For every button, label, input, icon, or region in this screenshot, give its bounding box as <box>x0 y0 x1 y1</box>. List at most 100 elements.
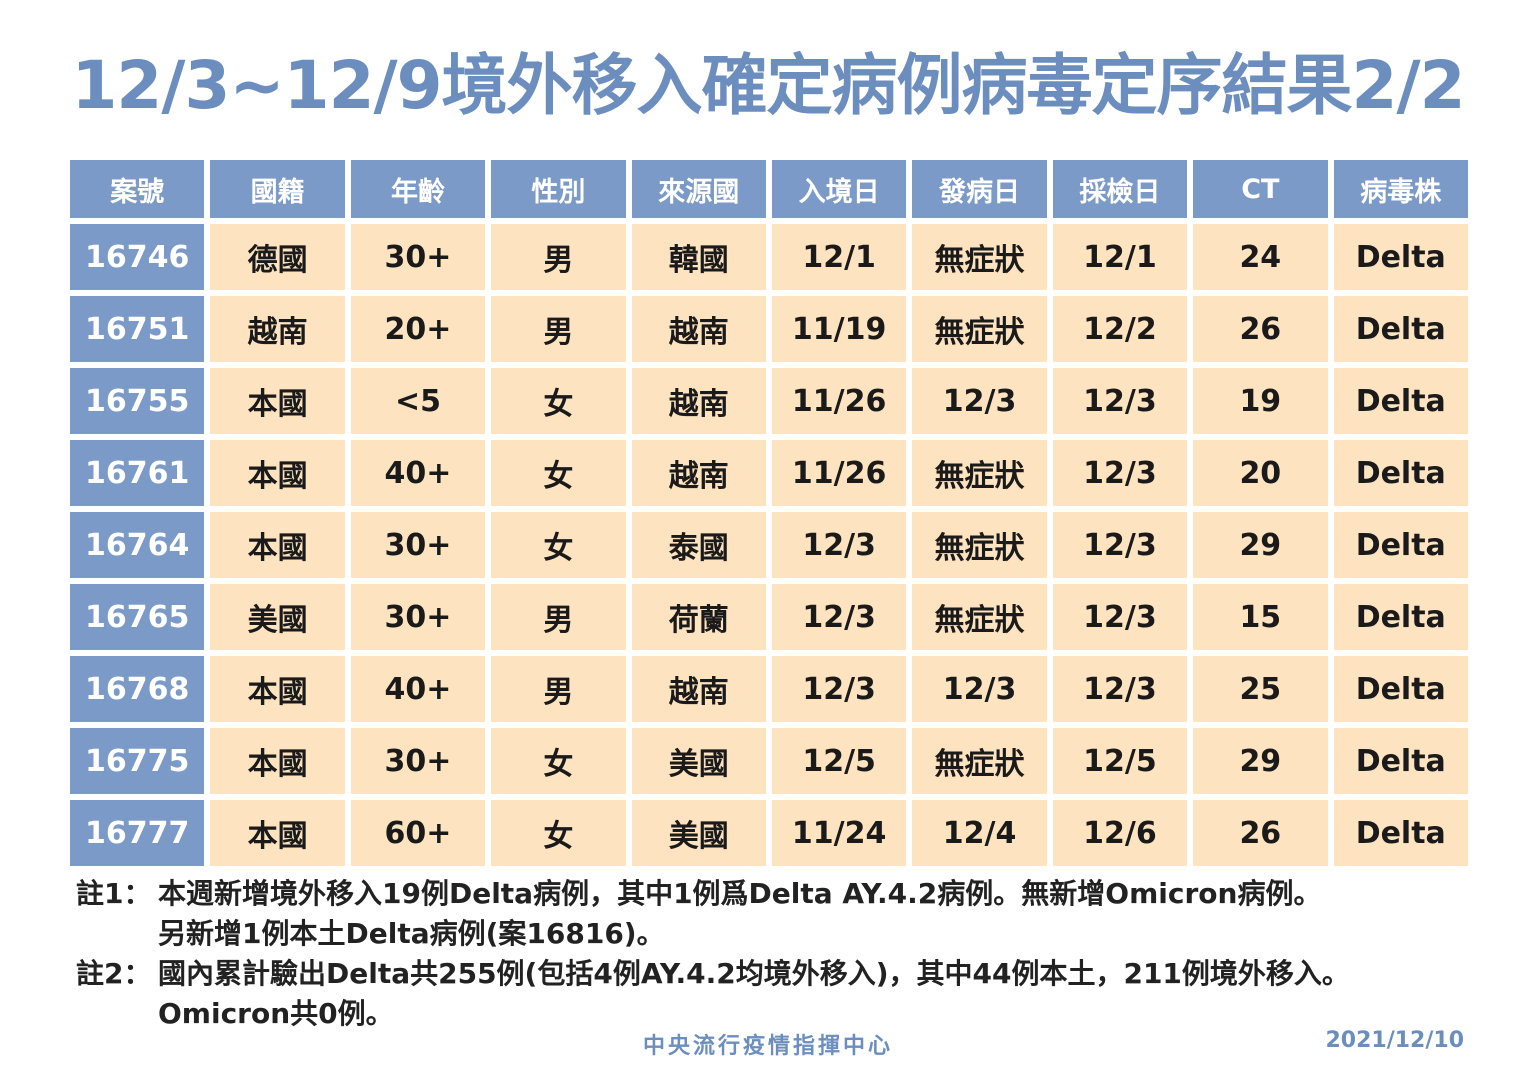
notes: 註1： 本週新增境外移入19例Delta病例，其中1例爲Delta AY.4.2… <box>76 874 1496 1034</box>
cell-age: 30+ <box>350 224 486 290</box>
note2-text-line1: 國內累計驗出Delta共255例(包括4例AY.4.2均境外移入)，其中44例本… <box>158 957 1350 990</box>
note1-text-line2: 另新增1例本土Delta病例(案16816)。 <box>158 917 665 950</box>
table-row: 16761 本國 40+ 女越南 11/26 無症狀 12/3 20 Delta <box>70 440 1468 506</box>
cell-nationality: 本國 <box>210 656 345 722</box>
table-header-row: 案號 國籍 年齡 性別 來源國 入境日 發病日 採檢日 CT 病毒株 <box>70 160 1468 218</box>
cell-ct: 20 <box>1193 440 1328 506</box>
header-strain: 病毒株 <box>1333 160 1468 218</box>
note1-label: 註1： <box>76 877 152 910</box>
cell-onset-date: 無症狀 <box>912 512 1047 578</box>
cell-nationality: 德國 <box>210 224 345 290</box>
header-ct: CT <box>1193 160 1328 218</box>
cell-age: 20+ <box>350 296 486 362</box>
note1: 註1： 本週新增境外移入19例Delta病例，其中1例爲Delta AY.4.2… <box>76 874 1496 914</box>
cell-source-country: 越南 <box>631 440 766 506</box>
cell-sex: 男 <box>491 296 626 362</box>
cell-test-date: 12/3 <box>1052 584 1188 650</box>
cell-age: <5 <box>350 368 486 434</box>
cell-nationality: 本國 <box>210 440 345 506</box>
cell-case-id: 16765 <box>70 584 205 650</box>
cell-entry-date: 12/3 <box>771 656 907 722</box>
cell-sex: 女 <box>491 512 626 578</box>
cell-test-date: 12/3 <box>1052 512 1188 578</box>
cell-test-date: 12/5 <box>1052 728 1188 794</box>
cell-onset-date: 無症狀 <box>912 296 1047 362</box>
cell-nationality: 本國 <box>210 512 345 578</box>
cell-onset-date: 無症狀 <box>912 224 1047 290</box>
header-age: 年齡 <box>350 160 486 218</box>
table-body: 16746 德國 30+ 男韓國 12/1 無症狀 12/1 24 Delta 16751 越南 20… <box>70 224 1468 866</box>
header-source-country: 來源國 <box>631 160 766 218</box>
header-case-id: 案號 <box>70 160 205 218</box>
cell-strain: Delta <box>1333 656 1468 722</box>
cell-entry-date: 12/1 <box>771 224 907 290</box>
cell-entry-date: 11/26 <box>771 440 907 506</box>
cell-sex: 女 <box>491 728 626 794</box>
cell-case-id: 16777 <box>70 800 205 866</box>
case-table: 案號 國籍 年齡 性別 來源國 入境日 發病日 採檢日 CT 病毒株 16746… <box>64 154 1474 872</box>
footer-organization: 中央流行疫情指揮中心 <box>642 1034 893 1059</box>
table-row: 16775 本國 30+ 女美國 12/5 無症狀 12/5 29 Delta <box>70 728 1468 794</box>
cell-onset-date: 12/4 <box>912 800 1047 866</box>
cell-age: 30+ <box>350 584 486 650</box>
table-row: 16777 本國 60+ 女美國 11/24 12/4 12/6 26 Delta <box>70 800 1468 866</box>
cell-test-date: 12/3 <box>1052 656 1188 722</box>
cell-case-id: 16755 <box>70 368 205 434</box>
cell-strain: Delta <box>1333 368 1468 434</box>
cell-case-id: 16775 <box>70 728 205 794</box>
cell-test-date: 12/3 <box>1052 368 1188 434</box>
cell-sex: 女 <box>491 800 626 866</box>
table-row: 16765 美國 30+ 男荷蘭 12/3 無症狀 12/3 15 Delta <box>70 584 1468 650</box>
cell-strain: Delta <box>1333 296 1468 362</box>
cell-source-country: 越南 <box>631 656 766 722</box>
cell-onset-date: 無症狀 <box>912 440 1047 506</box>
cell-ct: 26 <box>1193 800 1328 866</box>
cell-source-country: 越南 <box>631 368 766 434</box>
cell-nationality: 本國 <box>210 800 345 866</box>
cell-age: 60+ <box>350 800 486 866</box>
cell-ct: 15 <box>1193 584 1328 650</box>
cell-sex: 女 <box>491 440 626 506</box>
cell-nationality: 越南 <box>210 296 345 362</box>
cell-source-country: 荷蘭 <box>631 584 766 650</box>
cell-strain: Delta <box>1333 800 1468 866</box>
cell-case-id: 16768 <box>70 656 205 722</box>
table-row: 16755 本國 <5 女越南 11/26 12/3 12/3 19 Delta <box>70 368 1468 434</box>
note2-label: 註2： <box>76 957 152 990</box>
cell-onset-date: 12/3 <box>912 368 1047 434</box>
cell-source-country: 美國 <box>631 800 766 866</box>
cell-case-id: 16764 <box>70 512 205 578</box>
cell-test-date: 12/6 <box>1052 800 1188 866</box>
header-entry-date: 入境日 <box>771 160 907 218</box>
cell-onset-date: 無症狀 <box>912 728 1047 794</box>
cell-sex: 女 <box>491 368 626 434</box>
cell-nationality: 本國 <box>210 368 345 434</box>
table-row: 16751 越南 20+ 男越南 11/19 無症狀 12/2 26 Delta <box>70 296 1468 362</box>
cell-strain: Delta <box>1333 728 1468 794</box>
cell-sex: 男 <box>491 584 626 650</box>
cell-nationality: 本國 <box>210 728 345 794</box>
cell-entry-date: 11/26 <box>771 368 907 434</box>
cell-age: 40+ <box>350 440 486 506</box>
cell-ct: 24 <box>1193 224 1328 290</box>
cell-sex: 男 <box>491 656 626 722</box>
cell-entry-date: 12/3 <box>771 584 907 650</box>
table-row: 16746 德國 30+ 男韓國 12/1 無症狀 12/1 24 Delta <box>70 224 1468 290</box>
cell-entry-date: 12/5 <box>771 728 907 794</box>
cell-entry-date: 11/24 <box>771 800 907 866</box>
cell-test-date: 12/3 <box>1052 440 1188 506</box>
cell-sex: 男 <box>491 224 626 290</box>
cell-case-id: 16751 <box>70 296 205 362</box>
table-row: 16764 本國 30+ 女泰國 12/3 無症狀 12/3 29 Delta <box>70 512 1468 578</box>
cell-case-id: 16761 <box>70 440 205 506</box>
cell-ct: 29 <box>1193 728 1328 794</box>
cell-age: 30+ <box>350 728 486 794</box>
cell-test-date: 12/1 <box>1052 224 1188 290</box>
cell-ct: 19 <box>1193 368 1328 434</box>
cell-nationality: 美國 <box>210 584 345 650</box>
header-test-date: 採檢日 <box>1052 160 1188 218</box>
cell-age: 40+ <box>350 656 486 722</box>
note2-text-line2: Omicron共0例。 <box>158 997 394 1030</box>
cell-entry-date: 12/3 <box>771 512 907 578</box>
note2: 註2： 國內累計驗出Delta共255例(包括4例AY.4.2均境外移入)，其中… <box>76 954 1496 994</box>
